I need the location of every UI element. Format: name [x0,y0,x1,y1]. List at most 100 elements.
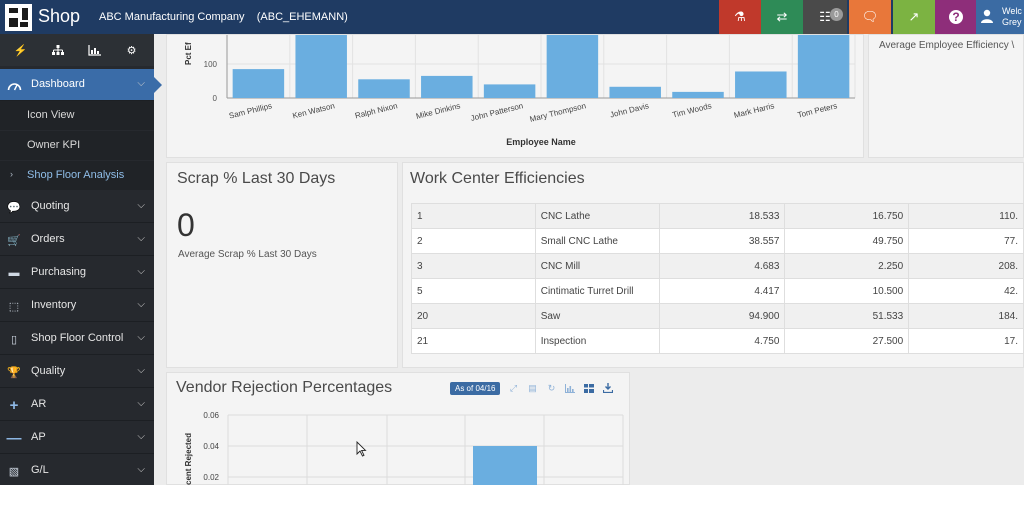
logo-icon[interactable] [5,4,32,31]
y-tick-label: 0 [213,94,218,103]
scrap-panel: Scrap % Last 30 Days 0 Average Scrap % L… [166,162,398,368]
y-tick-label: 0.04 [203,442,219,451]
sidebar-item-ar[interactable]: + AR ⌵ [0,389,154,421]
y-tick-label: 0.02 [203,473,219,482]
bar[interactable] [232,69,285,98]
table-row[interactable]: 3 CNC Mill 4.683 2.250 208. [411,253,1024,279]
bar[interactable] [483,84,536,98]
bar[interactable] [797,35,850,98]
table-row[interactable]: 21 Inspection 4.750 27.500 17. [411,328,1024,354]
sidebar-subitem[interactable]: › Shop Floor Analysis [0,161,154,190]
chevron-down-icon: ⌵ [137,464,145,475]
app-name: Shop [38,6,81,26]
sidebar-item-dashboard[interactable]: Dashboard ⌵ [0,69,162,101]
table-cell-a: 38.557 [658,228,786,254]
sidebar-item-quality[interactable]: 🏆 Quality ⌵ [0,356,154,388]
table-cell-b: 16.750 [784,203,910,229]
y-axis-label: Pct Ef [184,42,193,65]
table-cell-name: CNC Lathe [534,203,660,229]
sidebar-subitem[interactable]: Owner KPI [0,131,154,160]
sidebar-item-label: Orders [31,233,65,245]
refresh-icon: ⇄ [776,9,788,24]
chevron-down-icon: ⌵ [137,398,145,409]
alert-button[interactable]: ⚗ [719,0,761,34]
refresh-icon[interactable]: ↻ [547,382,556,393]
external-link-button[interactable]: ↗ [893,0,935,34]
table-cell-a: 94.900 [658,303,786,329]
plus-icon: + [9,396,19,414]
sitemap-icon: ☷ [819,9,831,24]
sidebar-subitem-label: Icon View [27,109,75,121]
credit-card-icon: ▬ [8,267,20,279]
sidebar-item-purchasing[interactable]: ▬ Purchasing ⌵ [0,257,154,289]
sidebar-item-label: Shop Floor Control [31,332,124,344]
chevron-down-icon: ⌵ [137,431,145,442]
user-menu[interactable]: Welc Grey [976,0,1024,34]
top-bar: Shop ABC Manufacturing Company (ABC_EHEM… [0,0,1024,34]
download-icon[interactable] [602,383,614,393]
quick-bolt-button[interactable]: ⚡ [4,39,37,61]
welcome-text: Welc [1002,6,1022,16]
sidebar-item-label: G/L [31,464,49,476]
table-cell-c: 77. [908,228,1024,254]
table-cell-name: Inspection [534,328,660,354]
bar[interactable] [609,86,661,98]
table-row[interactable]: 2 Small CNC Lathe 38.557 49.750 77. [411,228,1024,254]
table-row[interactable]: 1 CNC Lathe 18.533 16.750 110. [411,203,1024,229]
chevron-down-icon: ⌵ [137,78,145,89]
y-axis-label: cent Rejected [184,433,193,485]
company-name: ABC Manufacturing Company (ABC_EHEMANN) [99,11,348,23]
quick-settings-button[interactable]: ⚙ [115,39,148,61]
table-cell-c: 17. [908,328,1024,354]
vendor-rejection-toolbar: As of 04/16 ⤢ ▤ ↻ [450,381,614,395]
table-cell-c: 184. [908,303,1024,329]
sidebar-item-inventory[interactable]: ⬚ Inventory ⌵ [0,290,154,322]
user-name: Grey [1002,17,1022,27]
sidebar-item-shop-floor-control[interactable]: ▯ Shop Floor Control ⌵ [0,323,154,355]
x-tick-label: John Davis [609,101,650,119]
table-row[interactable]: 5 Cintimatic Turret Drill 4.417 10.500 42. [411,278,1024,304]
chevron-down-icon: ⌵ [137,365,145,376]
user-icon [981,9,993,23]
bar[interactable] [672,91,724,98]
sidebar-subitem[interactable]: Icon View [0,101,154,130]
table-cell-a: 4.750 [658,328,786,354]
sidebar-item-g-l[interactable]: ▧ G/L ⌵ [0,455,154,487]
bar[interactable] [473,446,537,486]
bar[interactable] [546,35,599,98]
bottom-strip [0,485,1024,512]
table-row[interactable]: 20 Saw 94.900 51.533 184. [411,303,1024,329]
employee-efficiency-panel: 0 100 Pct Ef Sam Phillips Ken Watson Ralph Ni… [166,34,864,158]
table-cell-a: 4.683 [658,253,786,279]
bar-chart-icon[interactable] [564,383,576,393]
bar[interactable] [358,79,410,98]
chevron-down-icon: ⌵ [137,233,145,244]
bar[interactable] [735,71,787,98]
x-axis-label: Employee Name [506,137,576,147]
vendor-rejection-title: Vendor Rejection Percentages [176,379,393,396]
chevron-right-icon: › [10,169,13,179]
sidebar-item-orders[interactable]: 🛒 Orders ⌵ [0,224,154,256]
sidebar-item-quoting[interactable]: 💬 Quoting ⌵ [0,191,154,223]
bar[interactable] [295,35,347,98]
table-cell-id: 3 [411,253,536,279]
comments-icon: 💬 [7,201,21,214]
table-cell-b: 49.750 [784,228,910,254]
expand-icon[interactable]: ⤢ [509,382,518,393]
x-tick-label: Tim Woods [671,101,712,119]
notification-badge: 0 [830,8,843,21]
trophy-icon: 🏆 [7,366,21,379]
org-button[interactable]: ☷ 0 [803,0,847,34]
table-cell-name: CNC Mill [534,253,660,279]
chat-button[interactable]: 🗨 [849,0,891,34]
quick-chart-button[interactable] [78,39,111,61]
help-button[interactable]: ? [935,0,977,34]
sidebar-item-ap[interactable]: — AP ⌵ [0,422,154,454]
chevron-down-icon: ⌵ [137,332,145,343]
table-icon[interactable]: ▤ [528,382,537,393]
grid-icon[interactable] [583,383,595,393]
sync-button[interactable]: ⇄ [761,0,803,34]
bar[interactable] [421,75,473,98]
quick-sitemap-button[interactable] [41,39,74,61]
